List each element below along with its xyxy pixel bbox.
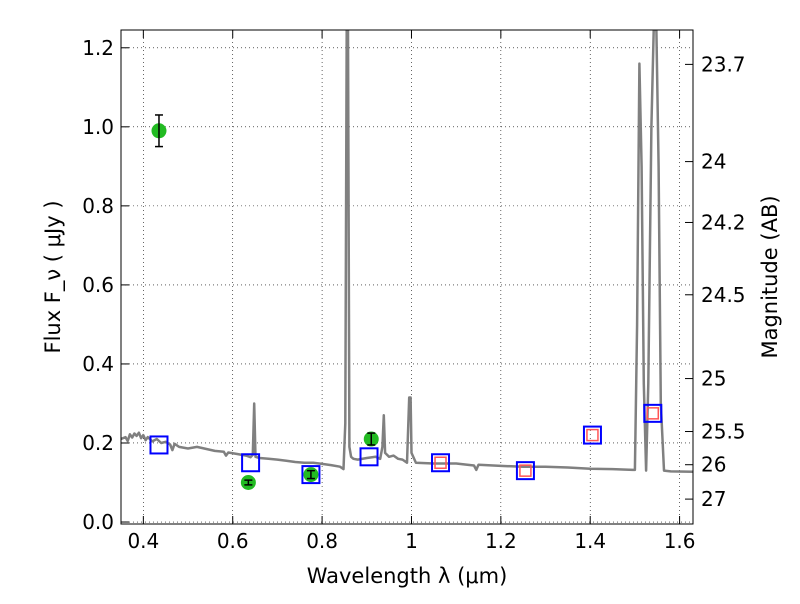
magnitude-tick-label: 25.5 (701, 420, 746, 444)
x-tick-label: 0.8 (306, 529, 338, 553)
y-tick-label: 0.0 (82, 510, 114, 534)
model-flux-square (359, 447, 379, 467)
y-tick-label: 0.6 (82, 273, 114, 297)
model-flux-square (431, 453, 451, 473)
model-flux-square-inner (646, 407, 660, 420)
model-flux-square-inner (434, 456, 447, 469)
ticks: 0.4 0.6 0.8 1 1.2 1.4 1.6 0.0 0.2 0.4 0.6 0.8 1.0 1.2… (82, 30, 746, 553)
x-axis-label: Wavelength λ (μm) (307, 564, 508, 588)
model-flux-square (149, 435, 169, 455)
plot-frame (120, 29, 694, 525)
magnitude-tick-label: 24 (701, 150, 726, 174)
y-axis-label: Flux F_ν ( μJy ) (41, 200, 66, 353)
magnitude-tick-label: 26 (701, 453, 726, 477)
x-tick-label: 1 (405, 529, 418, 553)
y-tick-label: 0.2 (82, 431, 114, 455)
magnitude-tick-label: 24.5 (701, 283, 746, 307)
x-tick-label: 1.2 (485, 529, 517, 553)
x-tick-label: 1.6 (664, 529, 696, 553)
y-tick-label: 1.2 (82, 36, 114, 60)
model-flux-square-inner (586, 428, 599, 442)
model-flux-square (515, 461, 535, 481)
sed-model-line (121, 30, 693, 474)
model-flux-square (643, 403, 663, 423)
right-axis-label: Magnitude (AB) (758, 195, 782, 358)
magnitude-tick-label: 24.2 (701, 210, 746, 234)
model-flux-square (582, 425, 602, 445)
model-flux-square-inner (519, 464, 532, 477)
y-tick-label: 0.4 (82, 352, 114, 376)
x-tick-label: 0.6 (217, 529, 249, 553)
data-layer (121, 30, 693, 491)
magnitude-tick-label: 23.7 (701, 52, 746, 76)
magnitude-tick-label: 25 (701, 367, 726, 391)
y-tick-label: 1.0 (82, 115, 114, 139)
model-flux-square (241, 453, 261, 473)
y-tick-label: 0.8 (82, 194, 114, 218)
x-tick-label: 1.4 (574, 529, 606, 553)
magnitude-tick-label: 27 (701, 487, 726, 511)
x-tick-label: 0.4 (127, 529, 159, 553)
model-flux-square (301, 465, 321, 485)
